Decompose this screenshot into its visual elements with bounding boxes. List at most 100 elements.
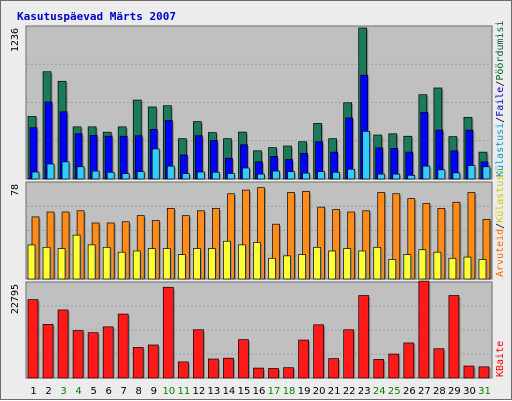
day-label: 12 [193,386,206,397]
traffic-panel: 22795 [10,280,493,379]
bar-visits [121,173,131,180]
bar-kbytes [193,329,205,379]
day-label: 29 [448,386,461,397]
bar-visits [388,259,398,280]
bar-visits [181,173,191,180]
day-label: 8 [136,386,142,397]
bar-kbytes [358,295,371,379]
day-label: 19 [298,386,311,397]
bar-files [29,127,39,180]
bar-visits [467,165,477,180]
bar-kbytes [433,348,446,379]
day-label: 6 [105,386,111,397]
bar-visits [272,170,282,180]
day-label: 15 [238,386,251,397]
y-axis-max-label: 78 [10,184,21,196]
day-label: 18 [283,386,296,397]
bar-visits [478,259,488,280]
bar-visits [298,254,308,280]
day-label: 26 [403,386,416,397]
bar-kbytes [328,358,341,379]
bar-kbytes [403,342,416,379]
bar-visits [347,168,357,180]
bar-visits [91,170,101,180]
bar-visits [193,248,202,280]
bar-visits [61,161,71,180]
bar-visits [317,171,327,180]
bar-visits [147,248,157,280]
bar-visits [87,244,97,280]
bar-visits [287,171,297,180]
bar-kbytes [87,332,100,379]
bar-visits [238,244,247,280]
y-axis-max-label: 1236 [10,28,21,52]
bar-visits [407,174,417,180]
bar-kbytes [268,368,281,379]
bar-visits [313,246,323,280]
day-label: 28 [433,386,446,397]
bar-visits [418,249,428,280]
day-label: 2 [45,386,51,397]
bar-kbytes [388,353,401,379]
bar-kbytes [478,366,491,379]
bar-visits [343,248,353,280]
bar-kbytes [343,329,356,379]
bar-visits [106,171,116,180]
day-label: 16 [253,386,266,397]
bar-kbytes [373,359,386,379]
legend-item: KBaite [495,341,506,377]
bar-visits [136,171,146,180]
chart-title: Kasutuspäevad Märts 2007 [17,10,176,23]
day-label: 20 [313,386,326,397]
bar-files [405,151,415,180]
bar-kbytes [238,339,250,379]
bar-visits [242,167,251,180]
pageviews-panel: 1236 [10,25,493,180]
bar-visits [377,173,387,180]
day-label: 24 [373,386,386,397]
bar-visits [223,240,232,280]
bar-visits [452,172,462,180]
bar-visits [132,250,142,280]
bar-visits [302,172,312,180]
bar-visits [46,163,56,180]
day-label: 13 [208,386,221,397]
bar-visits [208,248,217,280]
bar-kbytes [42,324,55,379]
bar-kbytes [298,339,311,379]
bar-visits [392,173,402,180]
bar-visits [268,257,278,280]
bar-visits [212,171,221,180]
visitors-panel: 78 [10,181,493,280]
day-label: 4 [75,386,81,397]
bar-visits [437,169,447,180]
bar-kbytes [57,309,70,379]
day-label: 25 [388,386,401,397]
bar-visits [283,255,293,280]
bar-kbytes [448,295,461,379]
bar-visits [76,166,86,180]
bar-visits [358,250,368,280]
bar-visits [257,173,266,180]
bar-kbytes [463,365,476,379]
bar-kbytes [72,330,85,379]
day-label: 31 [478,386,491,397]
bar-visits [403,254,413,280]
day-label: 30 [463,386,476,397]
legend-bottom: KBaite [495,341,506,377]
x-axis-day-labels: 1 2 3 4 5 6 7 8 9 10 11 12 13 14 15 16 17 18 19 20 21 22 23 24 2… [30,386,491,397]
bar-visits [72,234,82,280]
bar-visits [162,248,172,280]
bar-kbytes [132,347,145,379]
bar-visits [362,131,372,180]
bar-visits [166,165,176,180]
y-axis-max-label: 22795 [10,284,21,314]
legend-mid: Arvuteid/Külastusi [495,169,506,277]
bar-kbytes [418,280,431,379]
bar-files [119,135,129,180]
bar-kbytes [223,357,235,379]
day-label: 17 [268,386,281,397]
legend-top: Külastusi/Faile/Pöördumisi [495,20,506,177]
bar-kbytes [162,286,175,379]
